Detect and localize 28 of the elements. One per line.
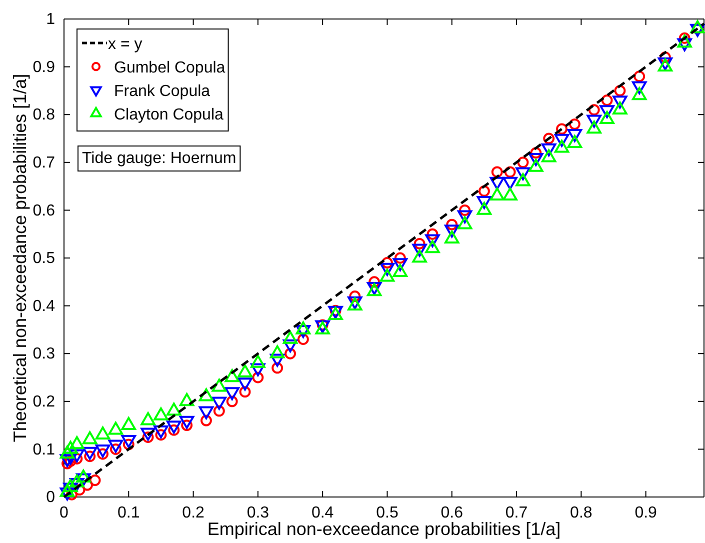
y-tick-label: 0.2	[32, 394, 56, 411]
x-axis-title: Empirical non-exceedance probabilities [1/a]	[207, 519, 561, 539]
y-tick-label: 0.3	[32, 346, 56, 363]
x-tick-label: 0.4	[311, 504, 334, 522]
annotation: Tide gauge: Hoernum	[82, 150, 236, 167]
y-axis-title: Theoretical non-exceedance probabilities [1/a]	[10, 74, 30, 442]
y-tick-label: 0.5	[32, 250, 56, 268]
x-tick-label: 0	[60, 504, 69, 522]
y-tick-label: 0.9	[32, 58, 56, 76]
y-tick-label: 0.7	[32, 154, 56, 172]
x-tick-label: 0.1	[118, 504, 140, 522]
legend-label: Gumbel Copula	[114, 60, 226, 76]
y-tick-label: 0	[46, 489, 56, 506]
y-tick-label: 0.6	[32, 202, 56, 220]
y-tick-label: 0.8	[32, 106, 56, 124]
legend-label: x = y	[108, 36, 142, 53]
x-tick-label: 0.3	[246, 504, 270, 522]
x-tick-label: 0.5	[376, 504, 398, 522]
y-tick-label: 0.4	[32, 298, 56, 315]
x-tick-label: 0.9	[634, 504, 658, 522]
legend-label: Frank Copula	[114, 83, 210, 100]
x-tick-label: 0.7	[505, 504, 528, 522]
x-tick-label: 0.6	[440, 504, 464, 522]
x-tick-label: 0.2	[182, 504, 205, 522]
y-tick-label: 1	[46, 11, 56, 28]
legend-label: Clayton Copula	[114, 106, 224, 124]
x-tick-label: 0.8	[570, 504, 592, 522]
y-tick-label: 0.1	[32, 441, 56, 458]
